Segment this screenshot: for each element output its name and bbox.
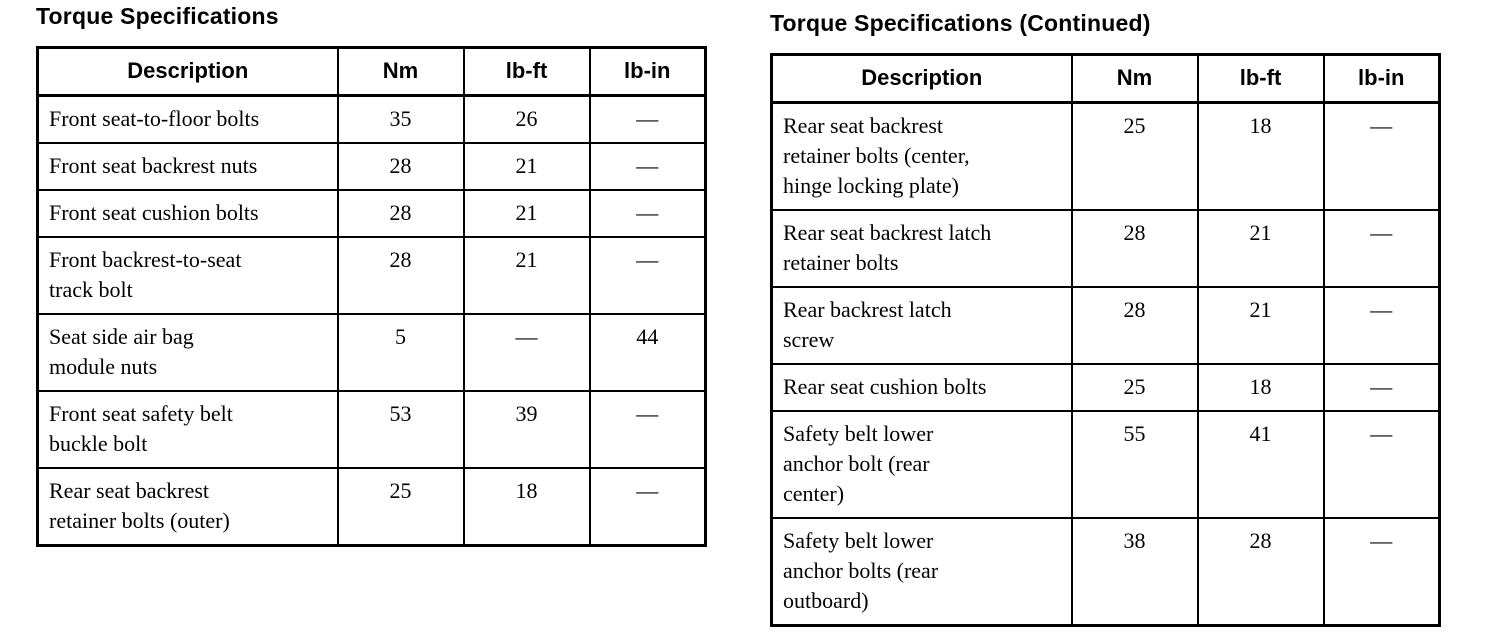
description-cell: Front seat-to-floor bolts	[36, 94, 339, 144]
table-row: Safety belt lower anchor bolts (rear out…	[770, 517, 1441, 627]
table-row: Front seat cushion bolts 28 21—	[36, 189, 707, 238]
value-cell: —	[1322, 363, 1441, 412]
column-header-description: Description	[36, 46, 339, 97]
value-cell: —	[462, 313, 591, 392]
value-cell: —	[588, 142, 707, 191]
column-header-lb-in: lb-in	[588, 46, 707, 97]
value-cell: 44	[588, 313, 707, 392]
column-header-lb-ft: lb-ft	[1196, 53, 1325, 104]
value-cell: 18	[1196, 363, 1325, 412]
table-row: Rear seat backrest retainer bolts (cente…	[770, 101, 1441, 211]
value-cell: —	[588, 390, 707, 469]
value-cell: 21	[462, 142, 591, 191]
torque-spec-continued-table: Description Nm lb-ft lb-in Rear seat backre…	[770, 53, 1441, 627]
value-cell: 41	[1196, 410, 1325, 519]
description-cell: Rear seat backrest retainer bolts (outer…	[36, 467, 339, 547]
torque-spec-continued-section: Torque Specifications (Continued) Descri…	[770, 10, 1441, 627]
description-cell: Rear seat backrest retainer bolts (cente…	[770, 101, 1073, 211]
header-row: Description Nm lb-ft lb-in	[36, 46, 707, 97]
value-cell: —	[1322, 410, 1441, 519]
torque-spec-section: Torque Specifications Description Nm lb-ft…	[36, 3, 707, 547]
description-cell: Front seat cushion bolts	[36, 189, 339, 238]
value-cell: 21	[462, 189, 591, 238]
table-row: Rear seat backrest retainer bolts (outer…	[36, 467, 707, 547]
value-cell: 28	[336, 142, 465, 191]
description-cell: Rear seat backrest latch retainer bolts	[770, 209, 1073, 288]
table-row: Safety belt lower anchor bolt (rear cent…	[770, 410, 1441, 519]
value-cell: 35	[336, 94, 465, 144]
header-row: Description Nm lb-ft lb-in	[770, 53, 1441, 104]
value-cell: 21	[462, 236, 591, 315]
value-cell: 39	[462, 390, 591, 469]
value-cell: 18	[1196, 101, 1325, 211]
description-cell: Front seat backrest nuts	[36, 142, 339, 191]
description-cell: Safety belt lower anchor bolt (rear cent…	[770, 410, 1073, 519]
column-header-lb-ft: lb-ft	[462, 46, 591, 97]
value-cell: 25	[1070, 101, 1199, 211]
value-cell: 53	[336, 390, 465, 469]
description-cell: Front backrest-to-seat track bolt	[36, 236, 339, 315]
table-title: Torque Specifications	[36, 3, 279, 29]
description-cell: Safety belt lower anchor bolts (rear out…	[770, 517, 1073, 627]
value-cell: —	[588, 236, 707, 315]
value-cell: 28	[1070, 209, 1199, 288]
value-cell: —	[588, 189, 707, 238]
torque-spec-table: Description Nm lb-ft lb-in Front seat-to-fl…	[36, 46, 707, 547]
value-cell: 18	[462, 467, 591, 547]
value-cell: 25	[1070, 363, 1199, 412]
value-cell: —	[1322, 101, 1441, 211]
value-cell: —	[588, 467, 707, 547]
table-row: Rear seat backrest latch retainer bolts 2…	[770, 209, 1441, 288]
table-row: Rear backrest latch screw 28 21—	[770, 286, 1441, 365]
column-header-lb-in: lb-in	[1322, 53, 1441, 104]
value-cell: 21	[1196, 286, 1325, 365]
table-row: Rear seat cushion bolts 25 18—	[770, 363, 1441, 412]
value-cell: 28	[336, 236, 465, 315]
description-cell: Rear backrest latch screw	[770, 286, 1073, 365]
value-cell: —	[1322, 286, 1441, 365]
table-title: Torque Specifications (Continued)	[770, 10, 1151, 36]
table-row: Front backrest-to-seat track bolt 28 21—	[36, 236, 707, 315]
value-cell: 26	[462, 94, 591, 144]
value-cell: 21	[1196, 209, 1325, 288]
value-cell: 5	[336, 313, 465, 392]
column-header-description: Description	[770, 53, 1073, 104]
value-cell: 28	[1196, 517, 1325, 627]
value-cell: 38	[1070, 517, 1199, 627]
value-cell: —	[588, 94, 707, 144]
value-cell: —	[1322, 517, 1441, 627]
table-row: Front seat-to-floor bolts 35 26—	[36, 94, 707, 144]
value-cell: —	[1322, 209, 1441, 288]
value-cell: 25	[336, 467, 465, 547]
table-row: Front seat backrest nuts 28 21—	[36, 142, 707, 191]
description-cell: Seat side air bag module nuts	[36, 313, 339, 392]
value-cell: 55	[1070, 410, 1199, 519]
value-cell: 28	[336, 189, 465, 238]
table-row: Front seat safety belt buckle bolt 53 39—	[36, 390, 707, 469]
column-header-nm: Nm	[1070, 53, 1199, 104]
value-cell: 28	[1070, 286, 1199, 365]
description-cell: Rear seat cushion bolts	[770, 363, 1073, 412]
column-header-nm: Nm	[336, 46, 465, 97]
table-row: Seat side air bag module nuts 5—44	[36, 313, 707, 392]
description-cell: Front seat safety belt buckle bolt	[36, 390, 339, 469]
